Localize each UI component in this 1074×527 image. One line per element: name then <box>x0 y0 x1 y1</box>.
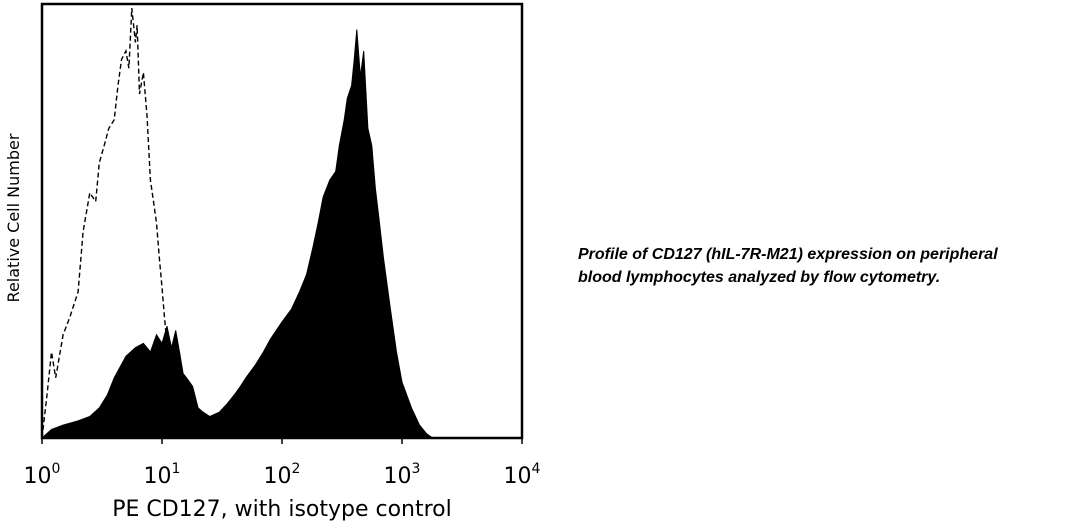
caption-line-2: blood lymphocytes analyzed by flow cytom… <box>578 269 941 286</box>
x-tick-label-0: 100 <box>24 461 61 489</box>
x-tick-label-2: 102 <box>264 461 301 489</box>
x-tick-label-1: 101 <box>144 461 181 489</box>
x-tick-layer: 100 101 102 103 104 <box>24 438 541 489</box>
y-axis-title: Relative Cell Number <box>4 133 23 302</box>
caption-line-1: Profile of CD127 (hIL-7R-M21) expression… <box>578 246 998 263</box>
series-0-filled-histogram <box>42 29 522 438</box>
x-tick-label-3: 103 <box>384 461 421 489</box>
series-layer <box>42 7 522 438</box>
x-axis-title: PE CD127, with isotype control <box>112 497 452 522</box>
histogram-chart: 100 101 102 103 104 PE CD127, with isotype c… <box>4 2 541 522</box>
x-tick-label-4: 104 <box>504 461 541 489</box>
figure-caption: Profile of CD127 (hIL-7R-M21) expression… <box>578 243 1068 289</box>
series-1-isotype-dashed-line <box>42 7 177 438</box>
